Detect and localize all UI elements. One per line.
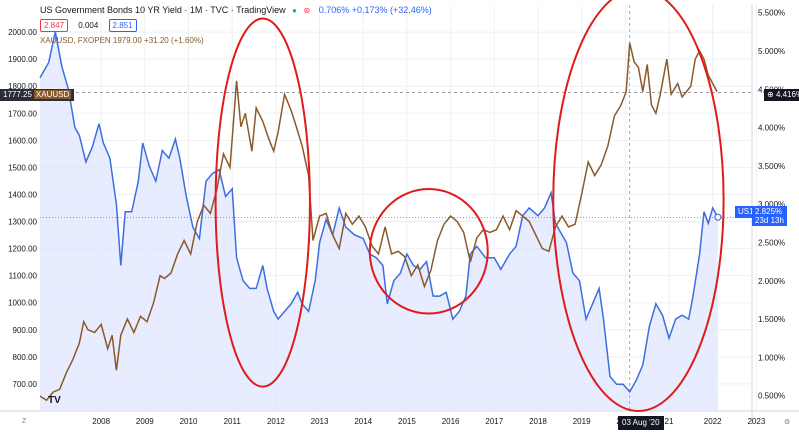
- right-axis-tick-label: 1.000%: [758, 353, 785, 362]
- left-axis-tick-label: 1800.00: [8, 82, 37, 91]
- left-axis-tick-label: 900.00: [13, 326, 38, 335]
- highlight-ellipse-2: [368, 188, 489, 315]
- symbol-title[interactable]: US Government Bonds 10 YR Yield · 1M · T…: [40, 5, 286, 15]
- right-axis-tick-label: 5.000%: [758, 47, 785, 56]
- us10-last-point[interactable]: [714, 213, 722, 221]
- gold-price-name: XAUUSD: [33, 90, 72, 99]
- left-axis-tick-label: 1000.00: [8, 299, 37, 308]
- time-axis-tick-label: 2018: [529, 417, 547, 426]
- time-axis-tick-label: 2022: [704, 417, 722, 426]
- gold-price-value: 1777.25: [3, 90, 32, 99]
- gold-price-tag: 1777.25 XAUUSD: [0, 89, 75, 101]
- us10-price-value: 2.825%: [755, 207, 783, 216]
- settings-icon[interactable]: ⚙: [784, 419, 791, 426]
- right-axis-tick-label: 2.000%: [758, 277, 785, 286]
- time-axis-tick-label: 2009: [136, 417, 154, 426]
- tradingview-logo-icon[interactable]: TV: [48, 395, 61, 406]
- overlay-legend: XAUUSD, FXOPEN 1979.00 +31.20 (+1.60%): [40, 36, 204, 45]
- plus-icon[interactable]: ⊕: [767, 90, 774, 99]
- time-axis-tick-label: 2010: [180, 417, 198, 426]
- chart-header: US Government Bonds 10 YR Yield · 1M · T…: [40, 5, 432, 15]
- time-axis-tick-label: 2015: [398, 417, 416, 426]
- ask-button[interactable]: 2.851: [108, 19, 137, 32]
- quote-row: 2.847 0.004 2.851: [40, 19, 141, 32]
- time-axis-tick-label: 2013: [311, 417, 329, 426]
- right-axis-tick-label: 3.000%: [758, 200, 785, 209]
- highlight-ellipse-1: [214, 17, 311, 388]
- gold-legend[interactable]: XAUUSD, FXOPEN 1979.00 +31.20 (+1.60%): [40, 36, 204, 45]
- right-axis-tick-label: 4.000%: [758, 124, 785, 133]
- left-axis-tick-label: 1300.00: [8, 218, 37, 227]
- us10-countdown: 23d 13h: [755, 216, 784, 225]
- time-axis-tick-label: 2017: [485, 417, 503, 426]
- status-dot-icon: ●: [292, 6, 297, 15]
- time-axis-tick-label: 2016: [442, 417, 460, 426]
- zoom-icon[interactable]: Z: [22, 418, 27, 425]
- left-axis-tick-label: 2000.00: [8, 28, 37, 37]
- us10-series-line[interactable]: [39, 31, 719, 394]
- left-axis-tick-label: 1500.00: [8, 163, 37, 172]
- left-axis-tick-label: 1200.00: [8, 245, 37, 254]
- time-axis-tick-label: 2023: [747, 417, 765, 426]
- left-axis-tick-label: 1600.00: [8, 136, 37, 145]
- highlight-ellipse-3: [552, 0, 725, 412]
- left-axis-tick-label: 700.00: [13, 380, 38, 389]
- time-axis-tick-label: 2008: [92, 417, 110, 426]
- time-axis-tick-label: 21: [665, 417, 674, 426]
- crosshair-date-tag: 03 Aug '20: [618, 416, 664, 430]
- us10-price-tag: 2.825% 23d 13h: [752, 206, 787, 226]
- us10-area-fill: [40, 31, 718, 412]
- time-axis-tick-label: 2019: [573, 417, 591, 426]
- left-axis-tick-label: 1700.00: [8, 109, 37, 118]
- right-axis-tick-label: 0.500%: [758, 392, 785, 401]
- gold-right-value: 4.416%: [775, 90, 799, 99]
- left-axis-tick-label: 1400.00: [8, 190, 37, 199]
- right-axis-tick-label: 2.500%: [758, 238, 785, 247]
- time-axis-tick-label: 2014: [354, 417, 372, 426]
- left-axis-tick-label: 1900.00: [8, 55, 37, 64]
- right-axis-tick-label: 5.500%: [758, 9, 785, 18]
- gold-right-tag: ⊕ 4.416%: [764, 89, 799, 101]
- bid-button[interactable]: 2.847: [40, 19, 69, 32]
- right-axis-tick-label: 1.500%: [758, 315, 785, 324]
- spread-value: 0.004: [78, 21, 99, 30]
- gold-series-line[interactable]: [39, 42, 718, 402]
- left-axis-tick-label: 800.00: [13, 353, 38, 362]
- left-axis-tick-label: 1100.00: [9, 272, 38, 281]
- right-axis-tick-label: 3.500%: [758, 162, 785, 171]
- time-axis-tick-label: 2012: [267, 417, 285, 426]
- alert-icon[interactable]: ⊛: [303, 6, 311, 15]
- price-change: 0.706% +0.173% (+32.46%): [318, 5, 432, 15]
- time-axis-tick-label: 2011: [224, 417, 242, 426]
